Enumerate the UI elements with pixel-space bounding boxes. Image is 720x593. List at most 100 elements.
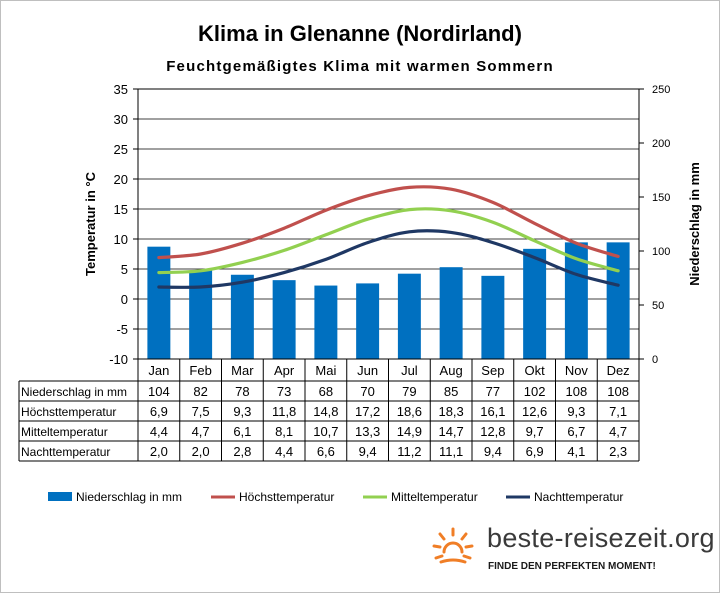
- table-cell: 14,9: [397, 424, 422, 439]
- y2-tick-label: 100: [652, 246, 670, 258]
- plot-frame: [137, 88, 640, 360]
- table-cell: 16,1: [480, 404, 505, 419]
- table-cell: 4,7: [192, 424, 210, 439]
- table-cell: 10,7: [313, 424, 338, 439]
- table-cell: 6,6: [317, 444, 335, 459]
- legend-label: Niederschlag in mm: [76, 490, 182, 504]
- table-cell: 104: [148, 384, 170, 399]
- y-tick-label: 0: [121, 292, 128, 307]
- table-cell: 12,8: [480, 424, 505, 439]
- x-category-label: Sep: [481, 363, 504, 378]
- table-cell: 7,5: [192, 404, 210, 419]
- x-category-label: Nov: [565, 363, 589, 378]
- precip-bar-jan: [147, 246, 171, 359]
- x-category-label: Apr: [274, 363, 295, 378]
- y-tick-label: -10: [109, 352, 128, 367]
- table-row-header: Niederschlag in mm: [21, 385, 127, 399]
- x-category-label: Mai: [315, 363, 336, 378]
- y2-axis-title: Niederschlag in mm: [687, 162, 702, 286]
- y2-tick-label: 250: [652, 84, 670, 96]
- y-tick-label: 35: [114, 82, 128, 97]
- x-category-label: Mar: [231, 363, 254, 378]
- table-cell: 70: [360, 384, 374, 399]
- brand-name: beste-reisezeit.org: [487, 523, 715, 553]
- table-cell: 18,6: [397, 404, 422, 419]
- precip-bar-dez: [606, 242, 630, 359]
- table-cell: 4,4: [275, 444, 293, 459]
- table-cell: 108: [607, 384, 629, 399]
- y2-tick-label: 50: [652, 300, 664, 312]
- table-cell: 9,7: [526, 424, 544, 439]
- max-temp-line: [157, 185, 620, 260]
- y-tick-label: 15: [114, 202, 128, 217]
- brand-tagline: FINDE DEN PERFEKTEN MOMENT!: [488, 561, 656, 572]
- legend-swatch-precip: [48, 492, 72, 501]
- table-cell: 79: [402, 384, 416, 399]
- table-cell: 9,3: [567, 404, 585, 419]
- precip-bar-mar: [230, 274, 254, 359]
- table-cell: 11,8: [272, 404, 296, 419]
- precip-bar-okt: [523, 248, 547, 359]
- table-cell: 7,1: [609, 404, 627, 419]
- x-category-label: Jul: [401, 363, 418, 378]
- table-cell: 9,3: [233, 404, 251, 419]
- table-cell: 9,4: [484, 444, 502, 459]
- y-axis-title: Temperatur in °C: [83, 171, 98, 276]
- table-cell: 9,4: [359, 444, 377, 459]
- table-cell: 13,3: [355, 424, 380, 439]
- table-cell: 4,1: [567, 444, 585, 459]
- precip-bar-apr: [272, 280, 296, 359]
- precip-bar-aug: [439, 267, 463, 359]
- table-cell: 6,1: [233, 424, 251, 439]
- legend-label: Nachttemperatur: [534, 490, 623, 504]
- x-category-label: Jun: [357, 363, 378, 378]
- y-tick-label: 25: [114, 142, 128, 157]
- table-cell: 4,7: [609, 424, 627, 439]
- table-cell: 12,6: [522, 404, 547, 419]
- table-cell: 6,9: [526, 444, 544, 459]
- table-cell: 14,7: [438, 424, 463, 439]
- table-cell: 2,0: [192, 444, 210, 459]
- chart-subtitle: Feuchtgemäßigtes Klima mit warmen Sommer…: [166, 58, 554, 75]
- table-cell: 6,9: [150, 404, 168, 419]
- x-category-label: Okt: [525, 363, 546, 378]
- table-cell: 82: [193, 384, 207, 399]
- x-category-label: Jan: [148, 363, 169, 378]
- table-cell: 102: [524, 384, 546, 399]
- table-cell: 77: [486, 384, 500, 399]
- min-temp-line: [157, 229, 620, 289]
- table-cell: 2,3: [609, 444, 627, 459]
- precip-bar-jun: [356, 283, 380, 359]
- chart-title: Klima in Glenanne (Nordirland): [198, 21, 522, 46]
- x-category-label: Feb: [189, 363, 211, 378]
- precip-bar-sep: [481, 275, 505, 359]
- table-cell: 11,2: [397, 444, 421, 459]
- y-tick-label: 20: [114, 172, 128, 187]
- legend-label: Höchsttemperatur: [239, 490, 334, 504]
- table-cell: 14,8: [313, 404, 338, 419]
- table-cell: 11,1: [439, 444, 463, 459]
- table-cell: 2,0: [150, 444, 168, 459]
- table-cell: 18,3: [438, 404, 463, 419]
- legend-label: Mitteltemperatur: [391, 490, 478, 504]
- table-row-header: Mitteltemperatur: [21, 425, 108, 439]
- precip-bar-feb: [189, 270, 213, 359]
- table-cell: 85: [444, 384, 458, 399]
- y2-tick-label: 0: [652, 354, 658, 366]
- mean-temp-line: [157, 207, 620, 275]
- precip-bar-mai: [314, 285, 338, 359]
- x-category-label: Aug: [440, 363, 463, 378]
- y-tick-label: -5: [116, 322, 128, 337]
- y2-tick-label: 150: [652, 192, 670, 204]
- table-row-header: Höchsttemperatur: [21, 405, 116, 419]
- table-cell: 78: [235, 384, 249, 399]
- table-cell: 73: [277, 384, 291, 399]
- sun-icon: [432, 527, 474, 564]
- table-cell: 17,2: [355, 404, 380, 419]
- y-tick-label: 5: [121, 262, 128, 277]
- table-cell: 4,4: [150, 424, 168, 439]
- x-category-label: Dez: [607, 363, 630, 378]
- table-row-header: Nachttemperatur: [21, 445, 110, 459]
